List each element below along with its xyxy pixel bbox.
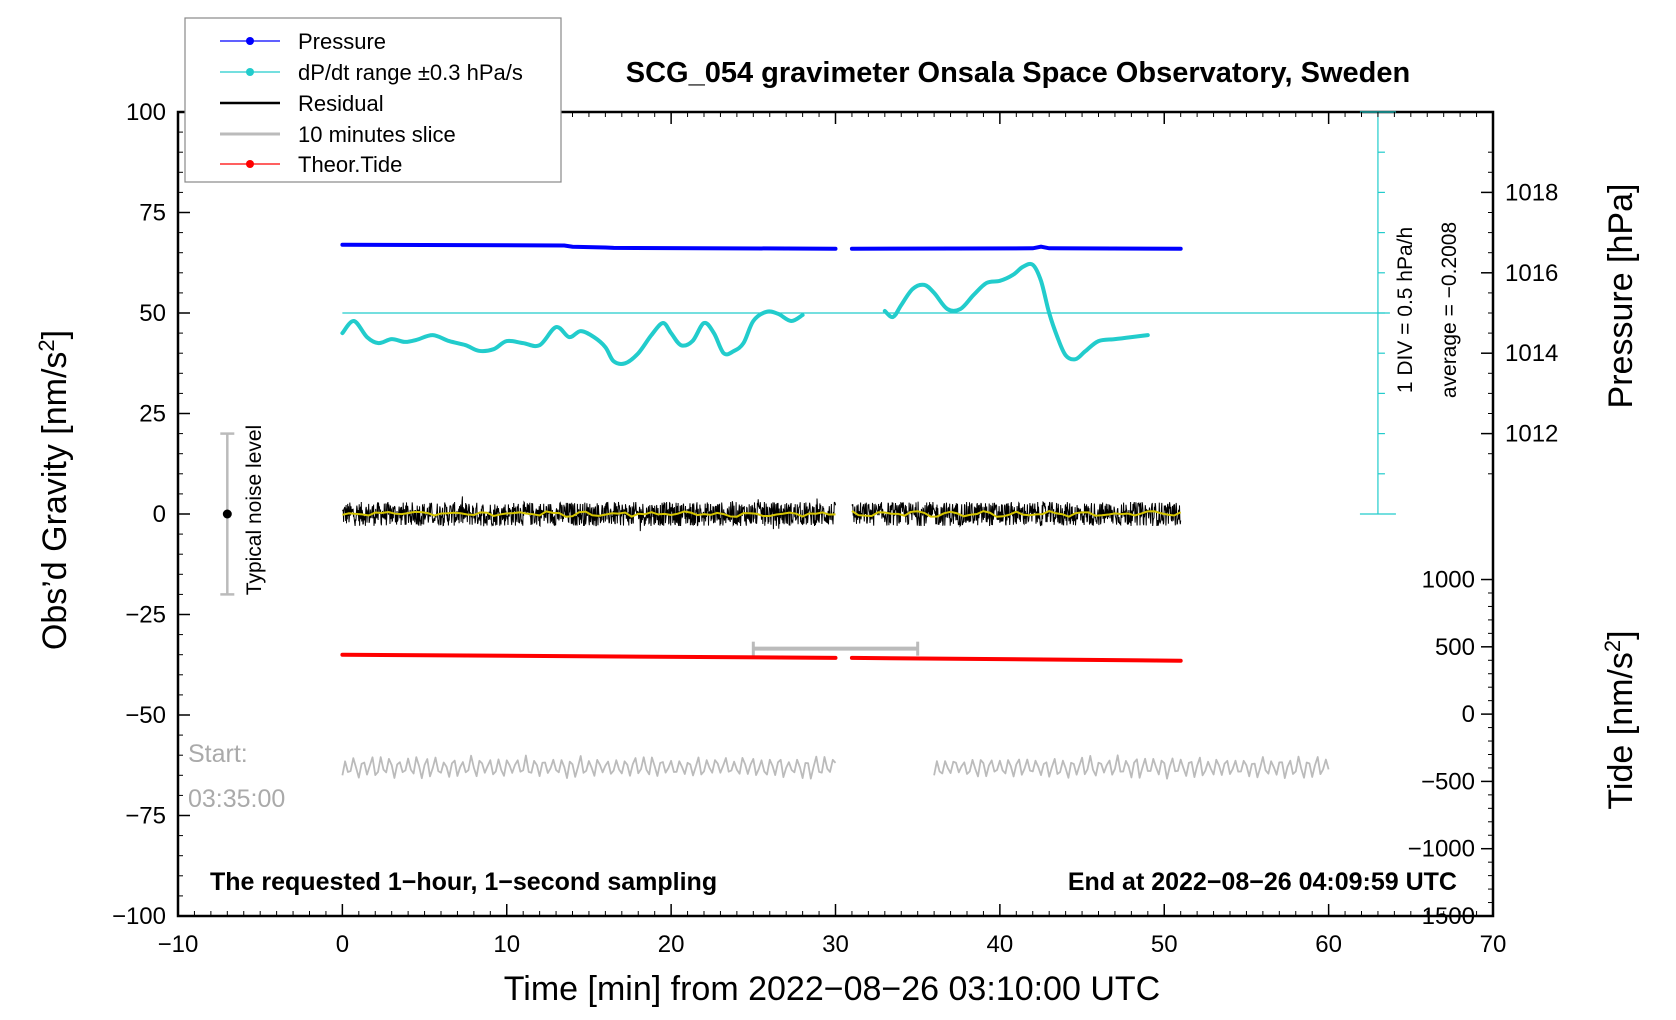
residual-smoothed <box>851 509 1182 518</box>
x-tick-label: 70 <box>1480 931 1507 958</box>
tide-tick-label: −1500 <box>1408 903 1475 930</box>
pressure-series <box>340 242 838 251</box>
dpdt-series <box>340 309 805 366</box>
start-label: Start: <box>188 740 248 768</box>
y-tick-label: −50 <box>125 702 166 729</box>
chart-title: SCG_054 gravimeter Onsala Space Observat… <box>626 57 1410 89</box>
legend-marker-pressure <box>246 37 254 45</box>
series-layer <box>220 111 1396 780</box>
x-tick-label: 10 <box>493 931 520 958</box>
tide-axis-title-sup: 2 <box>1600 640 1625 652</box>
legend-entry-dpdt: dP/dt range ±0.3 hPa/s <box>220 60 523 85</box>
legend-label-pressure: Pressure <box>298 29 386 54</box>
x-tick-label: 40 <box>987 931 1014 958</box>
x-tick-label: 60 <box>1315 931 1342 958</box>
legend-entry-slice: 10 minutes slice <box>220 122 456 147</box>
pressure-tick-label: 1012 <box>1505 421 1558 448</box>
tick-layer: −10 0 10 20 30 40 50 60 701007550250−25−50−75−10… <box>112 99 1558 958</box>
x-tick-label: 0 <box>336 931 349 958</box>
noise-bar-center <box>222 509 232 519</box>
pressure-tick-label: 1018 <box>1505 179 1558 206</box>
y-axis-title-left-sup: 2 <box>34 339 59 351</box>
residual-smoothed <box>342 510 836 518</box>
legend-marker-tide <box>246 160 254 168</box>
y-axis-title-left-main: Obs’d Gravity [nm/s <box>36 352 74 651</box>
tide-series <box>340 652 838 660</box>
slice-series <box>341 754 837 780</box>
x-axis-title: Time [min] from 2022−08−26 03:10:00 UTC <box>504 970 1160 1008</box>
pressure-tick-label: 1016 <box>1505 260 1558 287</box>
y-tick-label: 25 <box>139 401 166 428</box>
tide-tick-label: −500 <box>1421 768 1475 795</box>
tide-axis-title-main: Tide [nm/s <box>1602 652 1640 809</box>
y-tick-label: 50 <box>139 300 166 327</box>
tide-series <box>849 655 1183 663</box>
y-tick-label: 100 <box>126 99 166 126</box>
x-tick-label: 30 <box>822 931 849 958</box>
y-tick-label: 0 <box>153 501 166 528</box>
x-tick-label: 20 <box>658 931 685 958</box>
tide-tick-label: 1000 <box>1422 567 1475 594</box>
tide-tick-label: 0 <box>1462 701 1475 728</box>
noise-level-label: Typical noise level <box>243 425 266 595</box>
legend-entry-tide: Theor.Tide <box>220 152 402 177</box>
pressure-axis-title: Pressure [hPa] <box>1602 184 1640 409</box>
legend-marker-dpdt <box>246 68 254 76</box>
slice-series <box>933 754 1330 780</box>
pressure-series <box>849 244 1183 251</box>
x-tick-label: 50 <box>1151 931 1178 958</box>
legend-label-tide: Theor.Tide <box>298 152 402 177</box>
x-tick-label: −10 <box>158 931 199 958</box>
note-bottom-right: End at 2022−08−26 04:09:59 UTC <box>1068 868 1457 896</box>
note-bottom-left: The requested 1−hour, 1−second sampling <box>210 868 717 896</box>
legend-label-residual: Residual <box>298 91 384 116</box>
y-tick-label: −75 <box>125 803 166 830</box>
residual-series <box>341 496 836 532</box>
tide-tick-label: −1000 <box>1408 836 1475 863</box>
y-tick-label: −25 <box>125 602 166 629</box>
y-tick-label: −100 <box>112 903 166 930</box>
legend-entry-pressure: Pressure <box>220 29 386 54</box>
dpdt-series <box>882 261 1150 362</box>
tide-axis-title: Tide [nm/s2] <box>1600 630 1640 809</box>
y-axis-title-left-end: ] <box>36 330 74 339</box>
tide-axis-title-end: ] <box>1602 630 1640 639</box>
legend-label-dpdt: dP/dt range ±0.3 hPa/s <box>298 60 523 85</box>
legend-box <box>184 17 562 183</box>
legend-label-slice: 10 minutes slice <box>298 122 456 147</box>
div-label: 1 DIV = 0.5 hPa/h <box>1394 227 1417 393</box>
legend-entry-residual: Residual <box>220 91 384 116</box>
average-label: average = −0.2008 <box>1438 222 1461 398</box>
legend: Pressure dP/dt range ±0.3 hPa/s Residual… <box>184 17 562 183</box>
y-tick-label: 75 <box>139 200 166 227</box>
tide-tick-label: 500 <box>1435 634 1475 661</box>
pressure-tick-label: 1014 <box>1505 340 1558 367</box>
y-axis-title-left: Obs’d Gravity [nm/s2] <box>34 330 74 650</box>
start-time: 03:35:00 <box>188 785 285 813</box>
